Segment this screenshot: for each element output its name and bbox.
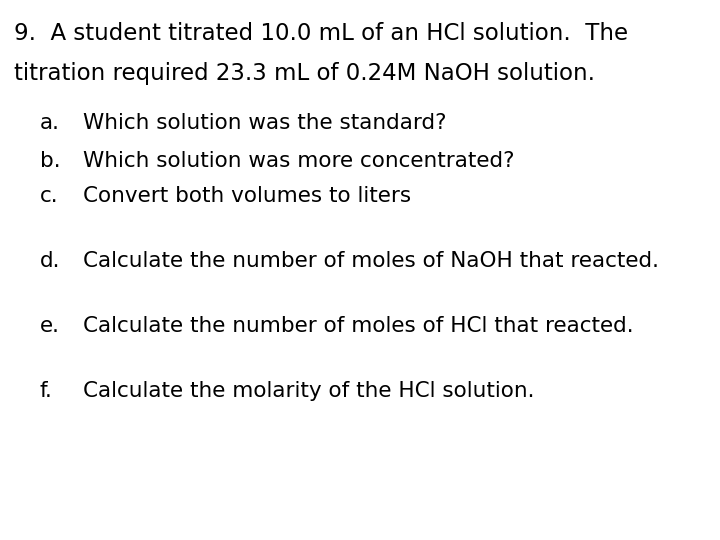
Text: Calculate the number of moles of HCl that reacted.: Calculate the number of moles of HCl tha… xyxy=(83,316,634,336)
Text: c.: c. xyxy=(40,186,58,206)
Text: Which solution was the standard?: Which solution was the standard? xyxy=(83,113,446,133)
Text: b.: b. xyxy=(40,151,60,171)
Text: Calculate the number of moles of NaOH that reacted.: Calculate the number of moles of NaOH th… xyxy=(83,251,659,271)
Text: d.: d. xyxy=(40,251,60,271)
Text: a.: a. xyxy=(40,113,60,133)
Text: 9.  A student titrated 10.0 mL of an HCl solution.  The: 9. A student titrated 10.0 mL of an HCl … xyxy=(14,22,629,45)
Text: Convert both volumes to liters: Convert both volumes to liters xyxy=(83,186,411,206)
Text: f.: f. xyxy=(40,381,53,401)
Text: e.: e. xyxy=(40,316,60,336)
Text: Calculate the molarity of the HCl solution.: Calculate the molarity of the HCl soluti… xyxy=(83,381,534,401)
Text: Which solution was more concentrated?: Which solution was more concentrated? xyxy=(83,151,514,171)
Text: titration required 23.3 mL of 0.24M NaOH solution.: titration required 23.3 mL of 0.24M NaOH… xyxy=(14,62,595,85)
